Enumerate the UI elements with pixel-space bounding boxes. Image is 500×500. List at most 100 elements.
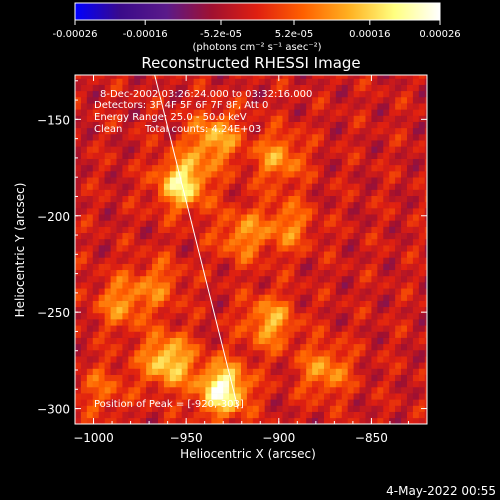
heatmap-cell xyxy=(323,257,331,264)
heatmap-cell xyxy=(128,356,135,363)
heatmap-cell xyxy=(199,269,206,277)
heatmap-cell xyxy=(264,300,271,308)
heatmap-cell xyxy=(412,319,420,326)
heatmap-cell xyxy=(181,121,188,129)
heatmap-cell xyxy=(199,127,206,135)
heatmap-cell xyxy=(300,263,307,271)
heatmap-cell xyxy=(288,140,295,147)
heatmap-cell xyxy=(92,325,100,332)
heatmap-cell xyxy=(229,386,236,394)
heatmap-cell xyxy=(406,140,414,147)
heatmap-cell xyxy=(270,96,277,104)
heatmap-cell xyxy=(365,177,372,184)
heatmap-cell xyxy=(169,393,177,400)
heatmap-cell xyxy=(252,325,260,332)
heatmap-cell xyxy=(306,399,313,406)
heatmap-cell xyxy=(152,312,159,320)
heatmap-cell xyxy=(140,232,147,240)
heatmap-cell xyxy=(240,356,248,363)
heatmap-cell xyxy=(353,164,360,172)
heatmap-cell xyxy=(258,245,266,252)
heatmap-cell xyxy=(211,214,218,221)
heatmap-cell xyxy=(264,245,271,252)
heatmap-cell xyxy=(335,368,343,375)
heatmap-cell xyxy=(223,171,230,178)
heatmap-cell xyxy=(217,208,224,215)
heatmap-cell xyxy=(318,251,325,258)
heatmap-cell xyxy=(365,275,372,283)
heatmap-cell xyxy=(282,201,289,209)
heatmap-cell xyxy=(187,195,194,203)
heatmap-cell xyxy=(371,208,378,215)
heatmap-cell xyxy=(377,214,384,221)
heatmap-cell xyxy=(401,75,408,79)
heatmap-cell xyxy=(217,306,224,314)
heatmap-cell xyxy=(406,257,414,264)
heatmap-cell xyxy=(75,288,82,295)
heatmap-cell xyxy=(306,300,313,308)
heatmap-cell xyxy=(116,337,123,345)
heatmap-cell xyxy=(169,90,177,98)
heatmap-cell xyxy=(211,90,218,98)
heatmap-cell xyxy=(98,90,105,98)
heatmap-cell xyxy=(252,411,260,419)
heatmap-cell xyxy=(371,183,378,190)
heatmap-cell xyxy=(211,134,218,141)
heatmap-cell xyxy=(240,325,248,332)
heatmap-cell xyxy=(335,257,343,264)
heatmap-cell xyxy=(140,294,147,301)
heatmap-cell xyxy=(140,109,147,116)
heatmap-cell xyxy=(110,226,117,234)
heatmap-cell xyxy=(288,275,295,283)
heatmap-cell xyxy=(294,75,301,79)
heatmap-cell xyxy=(418,386,426,394)
heatmap-cell xyxy=(424,263,427,271)
heatmap-cell xyxy=(163,201,171,209)
heatmap-cell xyxy=(306,140,313,147)
heatmap-cell xyxy=(383,109,390,116)
heatmap-cell xyxy=(128,75,135,79)
heatmap-cell xyxy=(157,140,165,147)
heatmap-cell xyxy=(300,319,307,326)
heatmap-cell xyxy=(134,121,141,129)
heatmap-cell xyxy=(252,189,260,197)
heatmap-cell xyxy=(347,331,354,338)
heatmap-cell xyxy=(211,380,218,388)
heatmap-cell xyxy=(116,294,123,301)
heatmap-cell xyxy=(223,368,230,375)
heatmap-cell xyxy=(300,127,307,135)
heatmap-cell xyxy=(217,300,224,308)
heatmap-cell xyxy=(163,251,171,258)
heatmap-cell xyxy=(193,282,200,289)
heatmap-cell xyxy=(128,226,135,234)
heatmap-cell xyxy=(235,226,242,234)
heatmap-cell xyxy=(412,374,420,382)
heatmap-cell xyxy=(86,208,94,215)
heatmap-cell xyxy=(282,257,289,264)
heatmap-cell xyxy=(199,312,206,320)
heatmap-cell xyxy=(359,140,366,147)
heatmap-cell xyxy=(122,300,129,308)
y-tick-label: −200 xyxy=(37,210,70,224)
heatmap-cell xyxy=(258,103,266,110)
heatmap-cell xyxy=(341,127,349,135)
heatmap-cell xyxy=(341,325,349,332)
heatmap-cell xyxy=(157,208,165,215)
heatmap-cell xyxy=(323,245,331,252)
heatmap-cell xyxy=(229,349,236,357)
heatmap-cell xyxy=(270,115,277,122)
heatmap-cell xyxy=(157,84,165,92)
heatmap-cell xyxy=(217,399,224,406)
heatmap-cell xyxy=(306,275,313,283)
heatmap-cell xyxy=(371,294,378,301)
heatmap-cell xyxy=(341,232,349,240)
heatmap-cell xyxy=(312,109,319,116)
heatmap-cell xyxy=(104,220,111,227)
heatmap-cell xyxy=(205,362,212,369)
heatmap-cell xyxy=(424,164,427,172)
heatmap-cell xyxy=(341,257,349,264)
heatmap-cell xyxy=(235,325,242,332)
heatmap-cell xyxy=(353,319,360,326)
heatmap-cell xyxy=(116,257,123,264)
heatmap-cell xyxy=(264,127,271,135)
